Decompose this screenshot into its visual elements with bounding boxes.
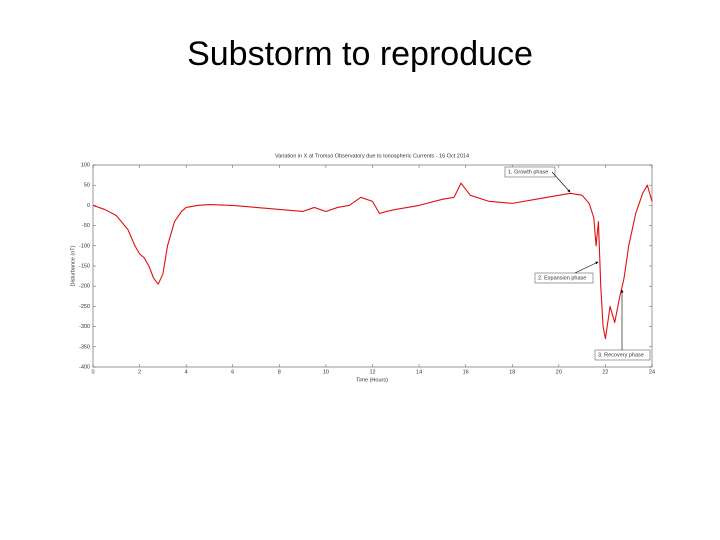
x-tick-label: 16 bbox=[463, 369, 469, 375]
annotation-box bbox=[504, 166, 556, 178]
data-line bbox=[92, 182, 653, 340]
annotation: 3. Recovery phase bbox=[598, 352, 644, 358]
y-tick-label: -350 bbox=[79, 344, 90, 350]
annotation-box bbox=[594, 349, 651, 361]
x-tick-label: 18 bbox=[509, 369, 515, 375]
annotation-arrow bbox=[551, 171, 571, 193]
annotation: 2. Expansion phase bbox=[538, 275, 586, 281]
chart-title: Variation in X at Tromso Observatory due… bbox=[275, 153, 469, 159]
y-tick-label: -150 bbox=[79, 263, 90, 269]
x-tick-label: 8 bbox=[278, 369, 281, 375]
slide-title: Substorm to reproduce bbox=[187, 35, 533, 73]
y-tick-label: -300 bbox=[79, 324, 90, 330]
annotation-arrow bbox=[574, 261, 599, 274]
x-tick-label: 4 bbox=[185, 369, 188, 375]
x-tick-label: 12 bbox=[369, 369, 375, 375]
y-tick-label: -400 bbox=[79, 364, 90, 370]
annotation: 1. Growth phase bbox=[508, 169, 548, 175]
x-tick-label: 22 bbox=[602, 369, 608, 375]
x-tick-label: 24 bbox=[649, 369, 655, 375]
x-tick-label: 20 bbox=[556, 369, 562, 375]
y-tick-label: 100 bbox=[81, 162, 90, 168]
y-tick-label: -50 bbox=[82, 223, 90, 229]
x-tick-label: 2 bbox=[138, 369, 141, 375]
x-tick-label: 0 bbox=[91, 369, 94, 375]
y-tick-label: -100 bbox=[79, 243, 90, 249]
x-tick-label: 10 bbox=[323, 369, 329, 375]
y-tick-label: 50 bbox=[84, 183, 90, 189]
y-axis-label: Disturbance (nT) bbox=[70, 245, 76, 286]
annotation-box bbox=[534, 272, 594, 284]
y-tick-label: -250 bbox=[79, 304, 90, 310]
y-tick-label: -200 bbox=[79, 284, 90, 290]
x-axis-label: Time (Hours) bbox=[356, 377, 388, 383]
x-tick-label: 14 bbox=[416, 369, 422, 375]
y-tick-label: 0 bbox=[87, 203, 90, 209]
x-tick-label: 6 bbox=[231, 369, 234, 375]
